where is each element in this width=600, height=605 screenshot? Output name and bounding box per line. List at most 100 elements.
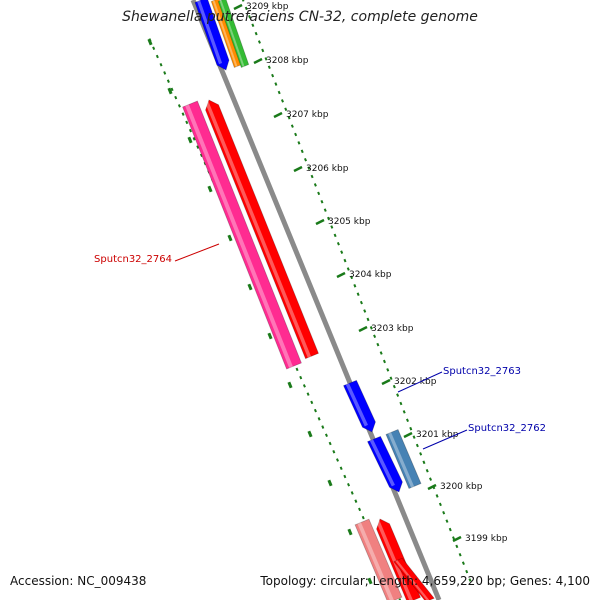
outer-dot-ring [321, 425, 325, 429]
inner-dot-ring [373, 334, 377, 338]
inner-dot-ring [251, 23, 255, 27]
pseudo-feature-bottom [354, 518, 403, 604]
inner-dot-ring [438, 502, 442, 507]
major-tick-mark [247, 283, 253, 291]
gene-label-leader [422, 429, 468, 450]
inner-dot-ring [465, 569, 469, 574]
major-tick-mark [227, 234, 233, 242]
inner-dot-ring [254, 31, 258, 36]
outer-dot-ring [166, 79, 170, 83]
tick-mark [452, 535, 462, 543]
cds-feature-sputcn32-2764-reverse [182, 100, 302, 370]
major-tick-mark [287, 381, 293, 389]
inner-dot-ring [261, 48, 265, 53]
inner-dot-ring [412, 435, 416, 439]
green-feature-top [217, 0, 250, 69]
inner-dot-ring [386, 368, 390, 372]
inner-dot-ring [343, 258, 347, 263]
tick-mark [293, 165, 303, 173]
inner-dot-ring [271, 73, 275, 78]
misc-feature-sputcn32-2762 [385, 429, 422, 489]
inner-dot-ring [468, 578, 472, 582]
outer-dot-ring [299, 375, 303, 380]
inner-dot-ring [458, 553, 462, 557]
tick-label: 3209 kbp [246, 2, 289, 12]
tick-label: 3203 kbp [371, 324, 414, 334]
inner-dot-ring [445, 519, 449, 523]
inner-dot-ring [452, 536, 456, 540]
inner-dot-ring [425, 468, 429, 473]
inner-dot-ring [257, 40, 261, 44]
outer-dot-ring [170, 87, 174, 92]
inner-dot-ring [405, 418, 409, 423]
green-feature-top-highlight [219, 0, 245, 67]
rna-feature-sputcn32-2763 [342, 379, 376, 433]
inner-dot-ring [409, 426, 413, 431]
major-tick-mark [267, 332, 273, 340]
major-tick-mark [307, 430, 313, 438]
tick-label: 3202 kbp [394, 377, 437, 387]
inner-dot-ring [274, 82, 278, 86]
rna-feature-sputcn32-2762-highlight [369, 439, 395, 487]
rna-feature-top-highlight [197, 0, 223, 65]
gene-labels[interactable]: Sputcn32_2764 Sputcn32_2763 Sputcn32_2762 [94, 243, 546, 450]
cds-feature-bottom-2-highlight [395, 559, 430, 602]
outer-dot-ring [159, 62, 163, 67]
inner-dot-ring [461, 561, 465, 565]
inner-dot-ring [455, 544, 459, 549]
tick-mark [381, 378, 391, 386]
gene-label[interactable]: Sputcn32_2764 [94, 254, 172, 265]
outer-dot-ring [343, 474, 347, 479]
tick-label: 3205 kbp [328, 217, 371, 227]
gene-label[interactable]: Sputcn32_2763 [443, 366, 521, 377]
outer-dot-ring [324, 433, 328, 438]
inner-dot-ring [415, 443, 419, 448]
genome-backbone [190, 0, 442, 601]
inner-dot-ring [330, 225, 334, 229]
outer-dot-ring [332, 449, 336, 454]
inner-dot-ring [304, 157, 308, 162]
rna-feature-sputcn32-2762 [366, 435, 403, 493]
major-tick-mark [367, 577, 373, 585]
outer-dot-ring [354, 499, 358, 503]
inner-dot-ring [267, 65, 271, 70]
inner-dot-ring [366, 317, 370, 322]
outer-dot-ring [155, 54, 159, 59]
major-tick-mark [347, 528, 353, 536]
outer-dot-ring [174, 95, 178, 100]
inner-dot-ring [264, 57, 268, 61]
outer-dot-ring [358, 507, 362, 512]
tick-label: 3208 kbp [266, 56, 309, 66]
inner-dot-ring [382, 359, 386, 364]
major-tick-mark [167, 87, 173, 95]
major-tick-mark [207, 185, 213, 193]
inner-dot-ring [280, 99, 284, 103]
inner-dot-ring [336, 242, 340, 246]
outer-dot-ring [185, 120, 189, 125]
tick-mark [427, 483, 437, 491]
inner-dot-ring [442, 510, 446, 515]
inner-dot-ring [323, 208, 327, 212]
gene-label[interactable]: Sputcn32_2762 [468, 423, 546, 434]
inner-dot-ring [435, 494, 439, 498]
inner-dot-ring [340, 250, 344, 254]
inner-dot-ring [396, 393, 400, 397]
major-tick-mark [327, 479, 333, 487]
cds-feature-sputcn32-2764-reverse-highlight [185, 104, 293, 368]
inner-dot-ring [346, 267, 350, 271]
outer-dot-ring [163, 71, 167, 75]
tick-mark [233, 3, 243, 11]
outer-dot-ring [196, 145, 200, 149]
cds-feature-bottom-2 [393, 557, 435, 603]
inner-dot-ring [402, 410, 406, 414]
major-tick-mark [187, 136, 193, 144]
inner-dot-ring [353, 284, 357, 288]
genome-summary-text: Topology: circular; Length: 4,659,220 bp… [260, 574, 590, 588]
outer-dot-ring [310, 400, 314, 405]
inner-dot-ring [429, 477, 433, 481]
outer-dot-ring [313, 408, 317, 413]
inner-dot-ring [448, 527, 452, 532]
inner-dot-ring [317, 191, 321, 196]
